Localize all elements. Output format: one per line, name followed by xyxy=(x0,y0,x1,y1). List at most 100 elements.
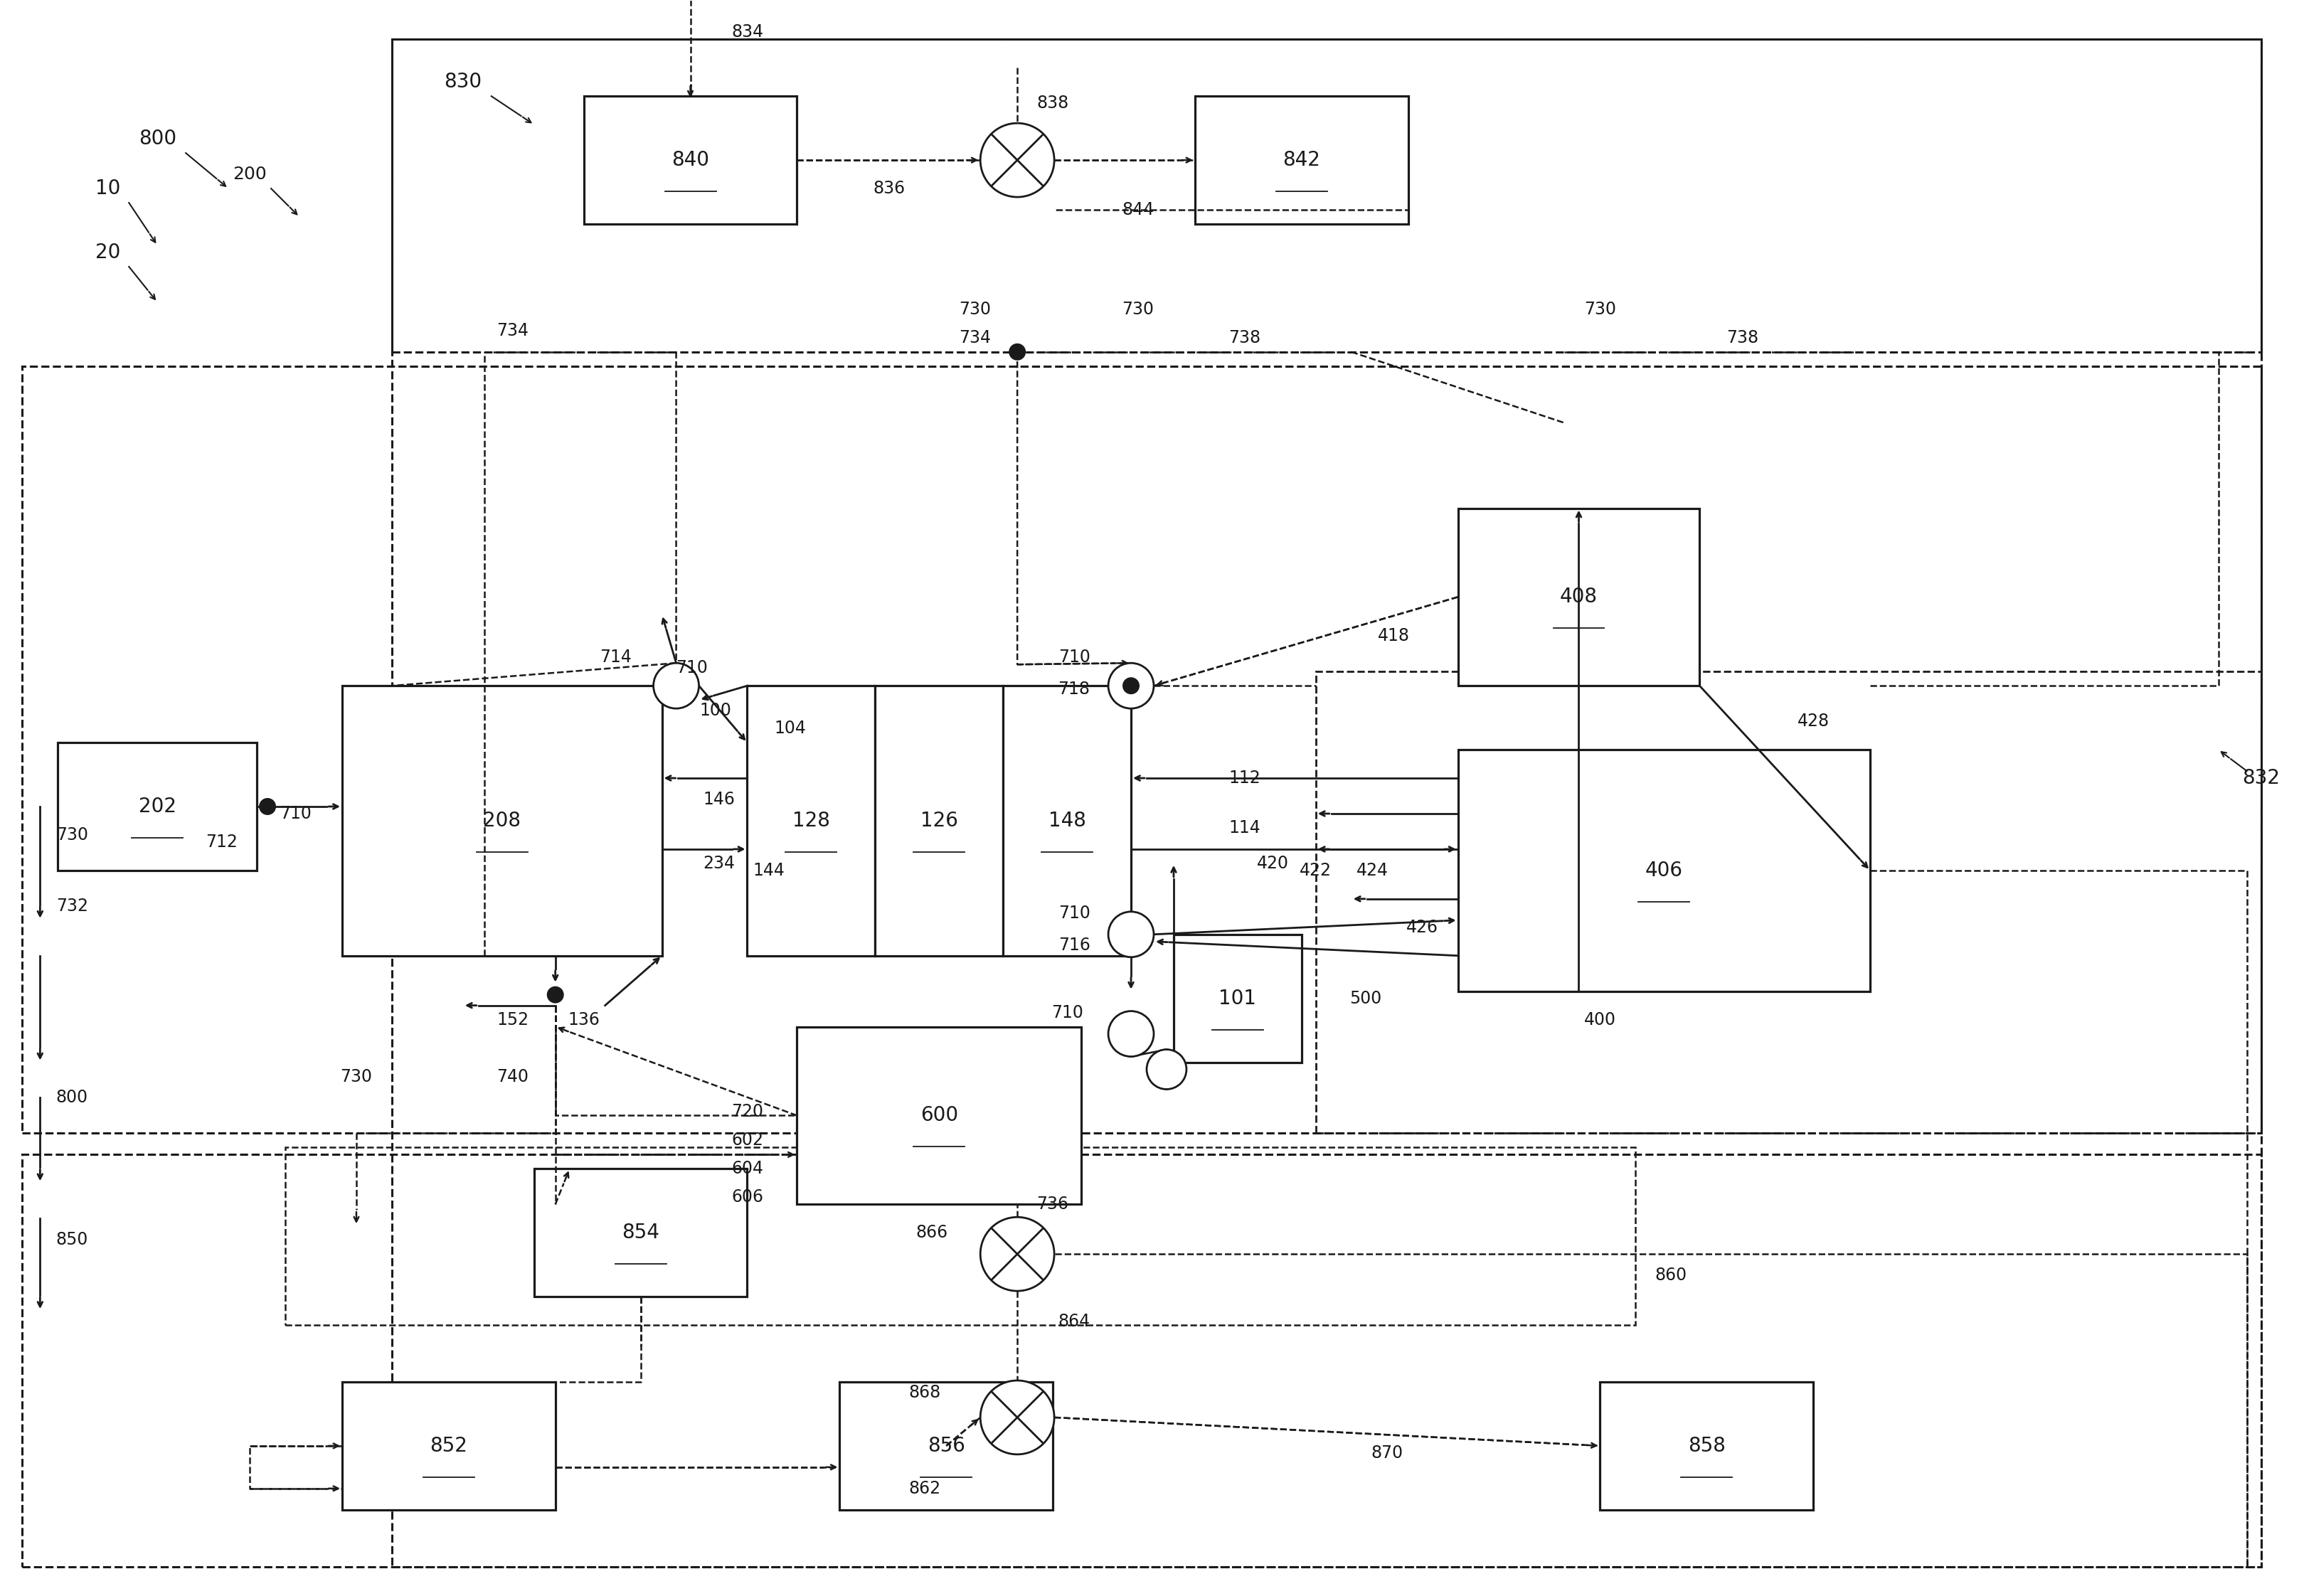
Text: 710: 710 xyxy=(676,659,708,677)
Text: 734: 734 xyxy=(959,329,991,346)
Text: 710: 710 xyxy=(1058,905,1090,921)
Text: 860: 860 xyxy=(1655,1267,1687,1283)
Bar xyxy=(876,686,1002,956)
Text: 114: 114 xyxy=(1230,819,1260,836)
Text: 100: 100 xyxy=(699,702,731,720)
Text: 800: 800 xyxy=(55,1088,87,1106)
Text: 730: 730 xyxy=(959,300,991,318)
Bar xyxy=(285,1148,1635,1325)
Text: 730: 730 xyxy=(340,1068,372,1085)
Text: 856: 856 xyxy=(926,1436,966,1456)
Bar xyxy=(1600,1382,1814,1510)
Bar xyxy=(798,1026,1081,1205)
Text: 422: 422 xyxy=(1299,862,1331,879)
Text: 602: 602 xyxy=(731,1132,763,1149)
Text: 146: 146 xyxy=(703,792,736,808)
Bar xyxy=(57,742,257,870)
Text: 10: 10 xyxy=(94,179,120,198)
Text: 730: 730 xyxy=(55,827,87,843)
Text: 710: 710 xyxy=(280,804,313,822)
Circle shape xyxy=(1009,343,1025,361)
Circle shape xyxy=(1147,1050,1186,1088)
Circle shape xyxy=(653,662,699,709)
Text: 738: 738 xyxy=(1228,329,1260,346)
Bar xyxy=(391,40,2260,1567)
Text: 836: 836 xyxy=(874,180,906,196)
Text: 716: 716 xyxy=(1058,937,1090,953)
Circle shape xyxy=(1108,1012,1154,1057)
Text: 152: 152 xyxy=(497,1012,529,1028)
Bar xyxy=(343,1382,556,1510)
Text: 406: 406 xyxy=(1646,860,1683,881)
Text: 420: 420 xyxy=(1258,855,1290,871)
Text: 428: 428 xyxy=(1798,713,1830,729)
Text: 714: 714 xyxy=(600,650,632,666)
Text: 838: 838 xyxy=(1037,94,1069,112)
Text: 840: 840 xyxy=(671,150,708,171)
Text: 858: 858 xyxy=(1687,1436,1727,1456)
Text: 600: 600 xyxy=(920,1106,959,1125)
Text: 408: 408 xyxy=(1561,587,1598,606)
Circle shape xyxy=(1122,677,1140,694)
Text: 208: 208 xyxy=(483,811,522,830)
Text: 20: 20 xyxy=(94,243,120,262)
Text: 720: 720 xyxy=(731,1103,763,1120)
Text: 424: 424 xyxy=(1356,862,1389,879)
Text: 830: 830 xyxy=(444,72,483,93)
Text: 732: 732 xyxy=(55,897,87,915)
Text: 868: 868 xyxy=(908,1384,940,1401)
Bar xyxy=(1315,672,2260,1133)
Bar xyxy=(533,1168,747,1296)
Text: 418: 418 xyxy=(1377,627,1409,645)
Text: 854: 854 xyxy=(621,1223,660,1243)
Bar xyxy=(391,40,2260,351)
Bar xyxy=(584,96,798,223)
Text: 852: 852 xyxy=(430,1436,467,1456)
Text: 800: 800 xyxy=(138,129,177,148)
Text: 606: 606 xyxy=(731,1189,763,1205)
Text: 834: 834 xyxy=(731,24,763,41)
Text: 862: 862 xyxy=(908,1479,940,1497)
Bar xyxy=(23,365,2260,1133)
Text: 710: 710 xyxy=(1058,650,1090,666)
Text: 128: 128 xyxy=(793,811,830,830)
Text: 730: 730 xyxy=(1584,300,1616,318)
Text: 738: 738 xyxy=(1727,329,1759,346)
Text: 200: 200 xyxy=(232,166,267,184)
Bar xyxy=(1175,934,1301,1063)
Bar xyxy=(1458,508,1699,686)
Text: 426: 426 xyxy=(1407,919,1439,935)
Text: 126: 126 xyxy=(920,811,959,830)
Bar xyxy=(1458,750,1869,991)
Text: 740: 740 xyxy=(497,1068,529,1085)
Text: 144: 144 xyxy=(752,862,784,879)
Circle shape xyxy=(979,1381,1055,1454)
Bar xyxy=(839,1382,1053,1510)
Text: 870: 870 xyxy=(1370,1444,1402,1462)
Text: 730: 730 xyxy=(1122,300,1154,318)
Bar xyxy=(343,686,662,956)
Circle shape xyxy=(1108,911,1154,958)
Text: 710: 710 xyxy=(1051,1004,1083,1021)
Text: 850: 850 xyxy=(55,1231,87,1248)
Text: 400: 400 xyxy=(1584,1012,1616,1028)
Text: 736: 736 xyxy=(1037,1195,1069,1213)
Text: 136: 136 xyxy=(568,1012,600,1028)
Text: 844: 844 xyxy=(1122,201,1154,219)
Bar xyxy=(23,1154,2260,1567)
Text: 234: 234 xyxy=(703,855,736,871)
Bar xyxy=(747,686,876,956)
Text: 842: 842 xyxy=(1283,150,1320,171)
Text: 712: 712 xyxy=(205,833,237,851)
Circle shape xyxy=(260,798,276,816)
Text: 112: 112 xyxy=(1230,769,1260,787)
Text: 202: 202 xyxy=(138,796,177,817)
Circle shape xyxy=(1108,662,1154,709)
Text: 734: 734 xyxy=(497,322,529,338)
Bar xyxy=(1195,96,1409,223)
Text: 864: 864 xyxy=(1058,1314,1090,1329)
Text: 832: 832 xyxy=(2242,768,2281,788)
Circle shape xyxy=(979,1218,1055,1291)
Text: 101: 101 xyxy=(1218,988,1258,1009)
Text: 500: 500 xyxy=(1350,990,1382,1007)
